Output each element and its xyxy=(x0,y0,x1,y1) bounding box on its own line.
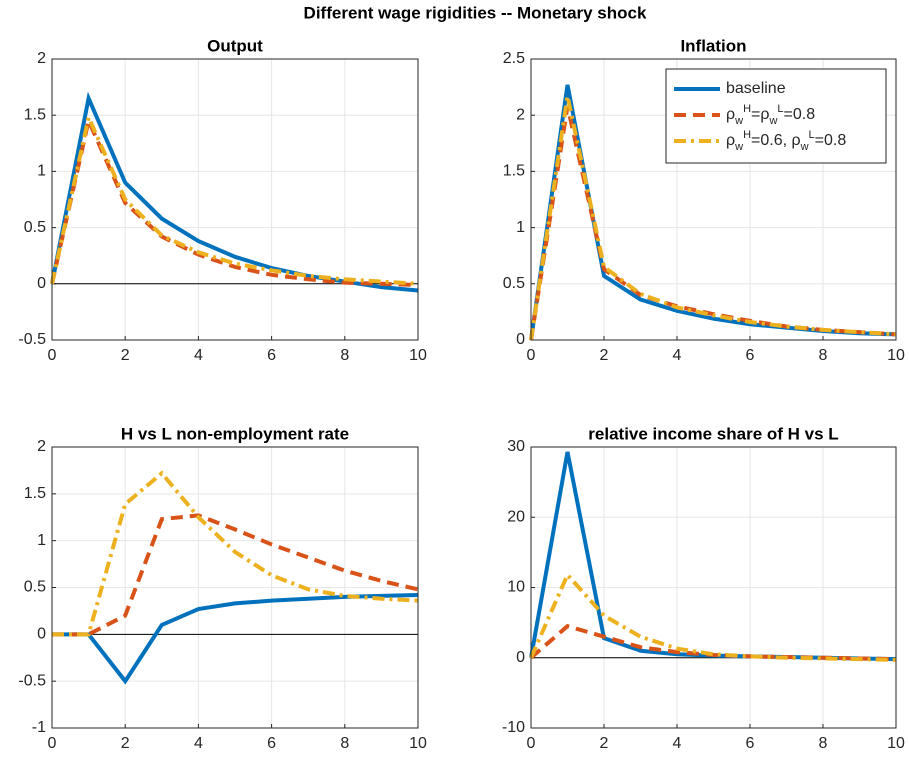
x-tick-label: 2 xyxy=(600,735,609,752)
y-tick-label: 0 xyxy=(37,275,46,292)
x-tick-label: 6 xyxy=(267,735,276,752)
y-tick-label: 10 xyxy=(507,579,525,596)
y-tick-label: 0 xyxy=(37,626,46,643)
y-tick-label: 1.5 xyxy=(24,106,46,123)
y-tick-label: -1 xyxy=(32,719,46,736)
series-line xyxy=(52,513,419,637)
series-line xyxy=(529,95,897,341)
chart-title: H vs L non-employment rate xyxy=(121,424,349,443)
x-tick-label: 6 xyxy=(746,347,755,364)
chart-title: Output xyxy=(207,36,263,55)
x-tick-label: 6 xyxy=(267,347,276,364)
axes-box xyxy=(530,58,897,341)
x-tick-label: 8 xyxy=(340,347,349,364)
x-tick-label: 4 xyxy=(673,735,682,752)
chart-title: relative income share of H vs L xyxy=(588,424,838,443)
x-tick-label: 2 xyxy=(121,347,130,364)
y-tick-label: 2 xyxy=(37,438,46,455)
legend-label: baseline xyxy=(726,80,786,97)
axes-box xyxy=(51,58,419,341)
x-tick-label: 4 xyxy=(194,347,203,364)
x-tick-label: 0 xyxy=(527,735,536,752)
x-tick-label: 10 xyxy=(887,735,905,752)
x-tick-label: 4 xyxy=(194,735,203,752)
x-tick-label: 8 xyxy=(819,347,828,364)
series-line xyxy=(529,623,897,662)
y-tick-label: 0.5 xyxy=(24,579,46,596)
x-tick-label: 8 xyxy=(340,735,349,752)
series-line xyxy=(50,114,419,287)
figure-title: Different wage rigidities -- Monetary sh… xyxy=(304,3,647,22)
y-tick-label: 1.5 xyxy=(503,163,525,180)
y-tick-label: 0.5 xyxy=(503,275,525,292)
x-tick-label: 6 xyxy=(746,735,755,752)
y-tick-label: 2 xyxy=(37,50,46,67)
y-tick-label: 20 xyxy=(507,508,525,525)
x-tick-label: 2 xyxy=(600,347,609,364)
y-tick-label: 2 xyxy=(516,106,525,123)
y-tick-label: 30 xyxy=(507,438,525,455)
x-tick-label: 0 xyxy=(48,735,57,752)
x-tick-label: 2 xyxy=(121,735,130,752)
chart-title: Inflation xyxy=(680,36,746,55)
y-tick-label: -0.5 xyxy=(18,672,46,689)
x-tick-label: 4 xyxy=(673,347,682,364)
series-line xyxy=(50,111,419,286)
x-tick-label: 0 xyxy=(527,347,536,364)
y-tick-label: 1.5 xyxy=(24,485,46,502)
legend-label: ρwH=ρwL=0.8 xyxy=(726,103,815,127)
y-tick-label: 1 xyxy=(516,219,525,236)
y-tick-label: 0.5 xyxy=(24,219,46,236)
axes-box xyxy=(530,446,897,729)
y-tick-label: 0 xyxy=(516,331,525,348)
x-tick-label: 10 xyxy=(887,347,905,364)
series-line xyxy=(529,571,897,662)
plot-area xyxy=(52,59,418,340)
y-tick-label: 1 xyxy=(37,532,46,549)
series-line xyxy=(50,91,419,293)
legend-label: ρwH=0.6, ρwL=0.8 xyxy=(726,129,846,153)
y-tick-label: 1 xyxy=(37,163,46,180)
axes-box xyxy=(51,446,419,729)
series-line xyxy=(52,470,419,637)
x-tick-label: 0 xyxy=(48,347,57,364)
x-tick-label: 10 xyxy=(409,347,427,364)
y-tick-label: -10 xyxy=(502,719,525,736)
x-tick-label: 10 xyxy=(409,735,427,752)
y-tick-label: -0.5 xyxy=(18,331,46,348)
y-tick-label: 2.5 xyxy=(503,50,525,67)
y-tick-label: 0 xyxy=(516,649,525,666)
x-tick-label: 8 xyxy=(819,735,828,752)
